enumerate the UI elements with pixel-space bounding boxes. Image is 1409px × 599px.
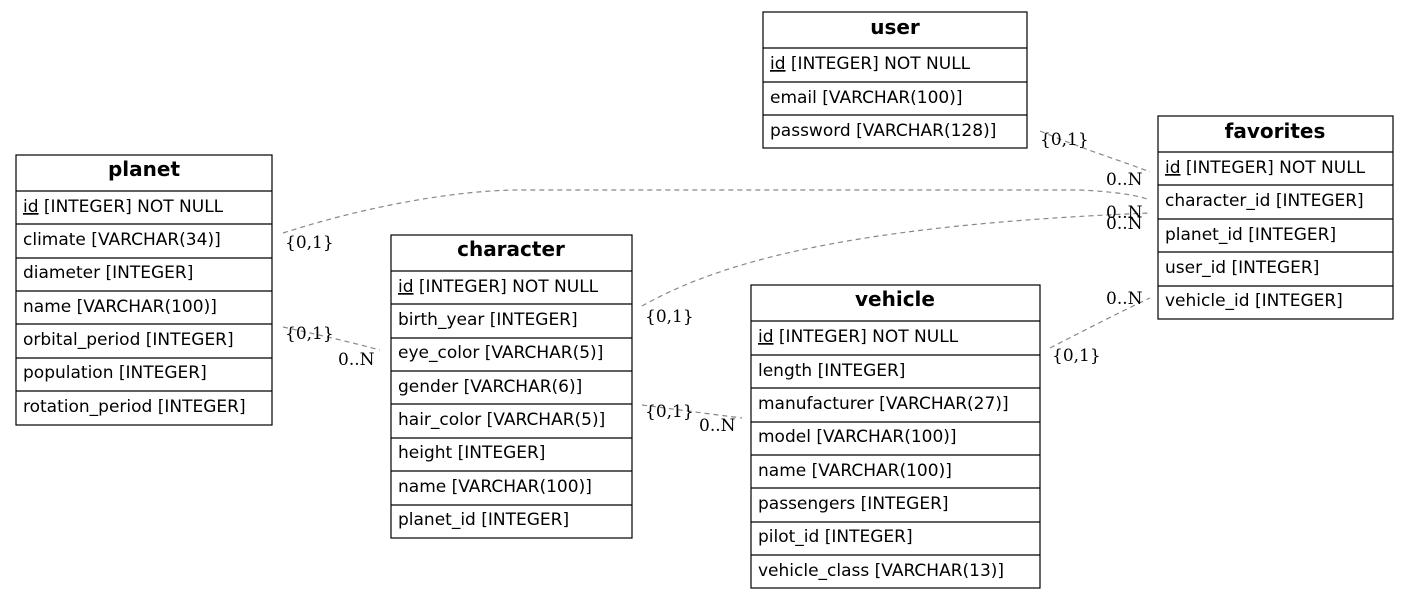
- field-row: eye_color [VARCHAR(5)]: [398, 343, 603, 363]
- table-box: [750, 284, 1041, 589]
- field-row: password [VARCHAR(128)]: [770, 121, 996, 141]
- field-row: rotation_period [INTEGER]: [23, 397, 246, 417]
- field-row: model [VARCHAR(100)]: [758, 427, 957, 447]
- table-box: [390, 234, 633, 539]
- field-row: name [VARCHAR(100)]: [23, 297, 217, 317]
- relation-character-favorites: [641, 212, 1151, 307]
- field-row: email [VARCHAR(100)]: [770, 88, 963, 108]
- field-row: vehicle_id [INTEGER]: [1165, 291, 1343, 311]
- field-row: pilot_id [INTEGER]: [758, 527, 913, 547]
- field-row: name [VARCHAR(100)]: [758, 461, 952, 481]
- relation-planet-character: [282, 326, 381, 351]
- table-vehicle[interactable]: vehicle id [INTEGER] NOT NULL length [IN…: [750, 284, 1041, 589]
- field-row: gender [VARCHAR(6)]: [398, 377, 582, 397]
- cardinality-target: 0..N: [338, 350, 375, 370]
- relationship-lines: [282, 130, 1151, 419]
- field-row: passengers [INTEGER]: [758, 494, 949, 514]
- field-row: climate [VARCHAR(34)]: [23, 230, 221, 250]
- field-row: name [VARCHAR(100)]: [398, 477, 592, 497]
- field-row: id [INTEGER] NOT NULL: [398, 277, 599, 297]
- field-row: hair_color [VARCHAR(5)]: [398, 410, 605, 430]
- field-row: id [INTEGER] NOT NULL: [770, 54, 971, 74]
- cardinality-target: 0..N: [1106, 170, 1143, 190]
- table-title: vehicle: [855, 287, 935, 311]
- field-row: vehicle_class [VARCHAR(13)]: [758, 561, 1004, 581]
- cardinality-target: 0..N: [699, 416, 736, 436]
- relation-planet-favorites: [282, 189, 1151, 234]
- cardinality-labels: {0,1} 0..N {0,1} 0..N {0,1} 0..N {0,1} 0…: [285, 130, 1143, 436]
- cardinality-target: 0..N: [1106, 214, 1143, 234]
- cardinality-target: 0..N: [1106, 289, 1143, 309]
- cardinality-source: {0,1}: [645, 307, 694, 327]
- cardinality-target: 0..N: [1106, 203, 1143, 223]
- cardinality-source: {0,1}: [1040, 130, 1089, 150]
- field-row: id [INTEGER] NOT NULL: [758, 327, 959, 347]
- table-title: user: [870, 15, 920, 39]
- relation-vehicle-favorites: [1049, 297, 1151, 349]
- field-row: orbital_period [INTEGER]: [23, 330, 234, 350]
- cardinality-source: {0,1}: [285, 324, 334, 344]
- field-row: manufacturer [VARCHAR(27)]: [758, 394, 1009, 414]
- table-favorites[interactable]: favorites id [INTEGER] NOT NULL characte…: [1157, 115, 1394, 320]
- field-row: length [INTEGER]: [758, 361, 905, 381]
- field-row: population [INTEGER]: [23, 363, 207, 383]
- relation-character-vehicle: [641, 404, 743, 419]
- table-planet[interactable]: planet id [INTEGER] NOT NULL climate [VA…: [15, 154, 273, 426]
- table-title: planet: [108, 157, 180, 181]
- cardinality-source: {0,1}: [645, 402, 694, 422]
- table-box: [1157, 115, 1394, 320]
- relation-user-favorites: [1039, 130, 1151, 173]
- table-user[interactable]: user id [INTEGER] NOT NULL email [VARCHA…: [762, 11, 1028, 149]
- table-title: favorites: [1225, 119, 1326, 143]
- cardinality-source: {0,1}: [285, 233, 334, 253]
- field-row: planet_id [INTEGER]: [1165, 225, 1336, 245]
- field-row: planet_id [INTEGER]: [398, 510, 569, 530]
- field-row: user_id [INTEGER]: [1165, 258, 1319, 278]
- field-row: diameter [INTEGER]: [23, 263, 193, 283]
- table-box: [15, 154, 273, 426]
- field-row: id [INTEGER] NOT NULL: [23, 197, 224, 217]
- table-title: character: [457, 237, 565, 261]
- field-row: height [INTEGER]: [398, 443, 545, 463]
- table-character[interactable]: character id [INTEGER] NOT NULL birth_ye…: [390, 234, 633, 539]
- field-row: id [INTEGER] NOT NULL: [1165, 158, 1366, 178]
- field-row: character_id [INTEGER]: [1165, 191, 1364, 211]
- cardinality-source: {0,1}: [1052, 346, 1101, 366]
- field-row: birth_year [INTEGER]: [398, 310, 578, 330]
- table-box: [762, 11, 1028, 149]
